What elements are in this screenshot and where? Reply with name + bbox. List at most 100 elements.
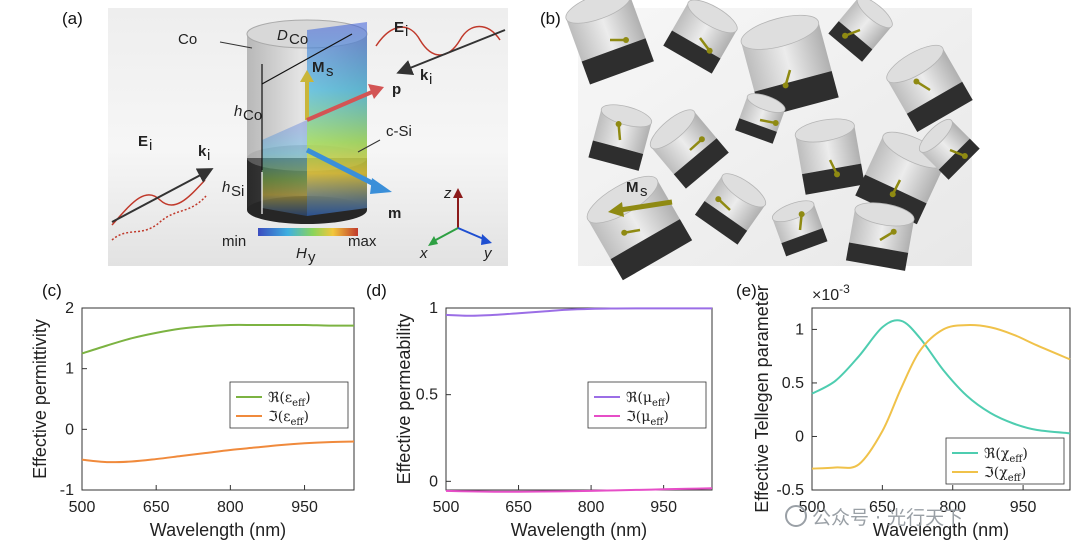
svg-text:Si: Si [231, 183, 244, 200]
x-axis-label: Wavelength (nm) [150, 520, 286, 540]
series-line [81, 440, 355, 464]
x-tick-label: 800 [217, 499, 244, 516]
k-vector-top-arrow [396, 29, 506, 75]
magnetic-moment-arrow [828, 159, 841, 178]
svg-text:i: i [429, 71, 432, 88]
label-h-co: h Co [234, 103, 262, 124]
label-p: p [392, 81, 401, 98]
y-axis-label: Effective Tellegen parameter [752, 285, 772, 512]
magnetic-moment-arrow [889, 179, 902, 198]
x-tick-label: 500 [433, 499, 460, 516]
x-tick-label: 650 [505, 499, 532, 516]
nanocylinder [663, 0, 738, 74]
p-arrow [306, 90, 373, 122]
y-tick-label: -0.5 [776, 482, 804, 499]
colorbar [258, 228, 358, 236]
svg-text:i: i [207, 147, 210, 164]
y-tick-label: 1 [795, 321, 804, 338]
legend: ℜ(μeff)ℑ(μeff) [587, 381, 707, 429]
x-tick-label: 650 [869, 499, 896, 516]
panel-a: (a) [62, 8, 508, 266]
cylinder-ensemble [565, 0, 980, 281]
magnetic-moment-arrow [879, 228, 897, 242]
nanocylinder [246, 19, 368, 224]
svg-text:i: i [149, 137, 152, 154]
x-axis-label: Wavelength (nm) [873, 520, 1009, 540]
y-tick-label: 0 [795, 428, 804, 445]
nanocylinder [845, 202, 915, 271]
incident-wave-left [111, 168, 214, 241]
nanocylinder [918, 118, 980, 180]
m-arrow [305, 147, 380, 189]
panel-label-b: (b) [540, 9, 561, 28]
x-tick-label: 500 [69, 499, 96, 516]
y-tick-label: 1 [65, 361, 74, 378]
y-tick-label: 0.5 [782, 375, 804, 392]
series-line [445, 307, 712, 317]
svg-text:s: s [640, 183, 648, 200]
label-m: m [388, 205, 401, 222]
k-vector-left-arrow [111, 168, 214, 223]
nanocylinder [886, 44, 973, 132]
legend: ℜ(χeff)ℑ(χeff) [945, 437, 1065, 485]
y-axis-label: Effective permeability [394, 314, 414, 485]
field-map-slice [307, 22, 367, 216]
svg-text:s: s [326, 63, 334, 80]
magnetic-moment-arrow [798, 211, 805, 231]
x-tick-label: 950 [650, 499, 677, 516]
nanocylinder [771, 200, 828, 257]
scale-factor-label: ×10-3 [812, 282, 850, 304]
svg-text:k: k [420, 67, 429, 84]
svg-text:H: H [296, 245, 307, 262]
label-csi: c-Si [386, 123, 412, 140]
csi-pointer [357, 139, 381, 153]
y-tick-label: 1 [429, 300, 438, 317]
incident-wave-top [375, 25, 506, 75]
svg-text:k: k [198, 143, 207, 160]
legend: ℜ(εeff)ℑ(εeff) [229, 381, 349, 429]
svg-text:i: i [405, 23, 408, 40]
series-line [445, 487, 713, 493]
svg-text:E: E [394, 19, 404, 36]
chart-d: (d) 500 650 800 950 0 0.5 1 Wavelength (nm) Effec… [366, 281, 713, 540]
y-tick-label: 0.5 [416, 387, 438, 404]
y-tick-label: 2 [65, 300, 74, 317]
magnetic-moment-arrow [699, 37, 713, 54]
magnetic-moment-arrow [842, 28, 861, 39]
coordinate-axes: z x y [419, 185, 493, 262]
nanocylinder [588, 104, 653, 171]
nanocylinder [740, 14, 839, 119]
axis-x-label: x [419, 245, 428, 262]
svg-text:h: h [222, 179, 230, 196]
series-line [811, 324, 1071, 470]
magnetic-moment-arrow [782, 69, 792, 89]
panel-label: (e) [736, 281, 757, 300]
svg-text:E: E [138, 133, 148, 150]
series-line [81, 323, 355, 355]
svg-text:Co: Co [243, 107, 262, 124]
svg-text:D: D [277, 27, 288, 44]
x-axis-label: Wavelength (nm) [511, 520, 647, 540]
magnetic-moment-arrow [689, 136, 705, 151]
colorbar-max-label: max [348, 233, 377, 250]
y-tick-label: 0 [65, 421, 74, 438]
x-tick-label: 800 [578, 499, 605, 516]
magnetic-moment-arrow [759, 118, 779, 127]
panel-label: (d) [366, 281, 387, 300]
svg-text:M: M [312, 59, 325, 76]
magnetic-moment-arrow [913, 78, 931, 92]
axis-y-label: y [483, 245, 493, 262]
ms-arrow-b [619, 199, 673, 213]
y-axis-label: Effective permittivity [30, 319, 50, 479]
magnetic-moment-arrow [715, 196, 731, 211]
colorbar-min-label: min [222, 233, 246, 250]
label-co: Co [178, 31, 197, 48]
svg-text:Co: Co [289, 31, 308, 48]
